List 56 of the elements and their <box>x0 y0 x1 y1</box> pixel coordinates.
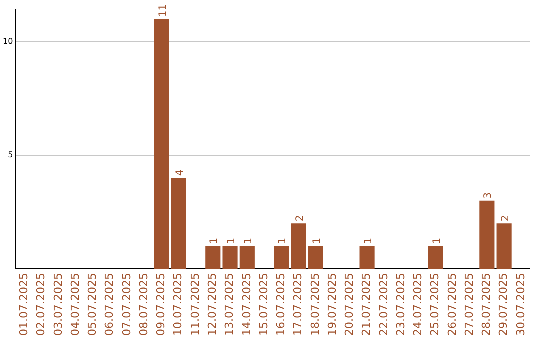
x-tick-label: 11.07.2025 <box>188 273 202 336</box>
x-tick-label: 02.07.2025 <box>34 273 48 336</box>
data-label: 1 <box>209 238 220 244</box>
bar <box>274 246 290 270</box>
x-tick-label: 25.07.2025 <box>428 273 442 336</box>
x-tick-label: 07.07.2025 <box>120 273 134 336</box>
x-tick-label: 30.07.2025 <box>514 273 528 336</box>
data-label: 2 <box>500 215 512 222</box>
bar <box>428 246 444 270</box>
bar <box>240 246 255 270</box>
x-tick-label: 17.07.2025 <box>292 273 305 336</box>
x-tick-label: 16.07.2025 <box>274 273 288 336</box>
bar <box>496 224 512 270</box>
bar <box>171 178 186 270</box>
bar <box>206 246 221 270</box>
data-label: 1 <box>278 238 289 244</box>
x-tick-label: 27.07.2025 <box>462 273 476 336</box>
data-label: 1 <box>363 238 374 244</box>
x-tick-label: 06.07.2025 <box>103 273 116 336</box>
x-tick-label: 18.07.2025 <box>308 273 322 336</box>
data-label: 3 <box>483 192 494 199</box>
x-tick-label: 04.07.2025 <box>68 273 82 336</box>
bar <box>222 246 238 270</box>
x-tick-label: 03.07.2025 <box>52 273 65 336</box>
data-label: 1 <box>243 238 254 244</box>
x-tick-label: 15.07.2025 <box>257 273 270 336</box>
x-tick-label: 28.07.2025 <box>480 273 494 336</box>
x-tick-label: 13.07.2025 <box>223 273 236 336</box>
x-tick-label: 26.07.2025 <box>446 273 459 336</box>
x-tick-label: 20.07.2025 <box>343 273 356 336</box>
x-tick-label: 23.07.2025 <box>394 273 408 336</box>
x-tick-label: 12.07.2025 <box>206 273 220 336</box>
data-label: 2 <box>294 215 306 222</box>
x-tick-label: 29.07.2025 <box>497 273 510 336</box>
x-tick-label: 09.07.2025 <box>154 273 168 336</box>
x-tick-label: 21.07.2025 <box>360 273 374 336</box>
x-tick-label: 10.07.2025 <box>172 273 185 336</box>
x-tick-label: 05.07.2025 <box>86 273 100 336</box>
bar <box>154 19 170 270</box>
x-tick-label: 01.07.2025 <box>18 273 31 336</box>
data-label: 1 <box>226 238 238 244</box>
x-tick-label: 22.07.2025 <box>377 273 390 336</box>
data-label: 4 <box>174 170 186 176</box>
x-tick-label: 14.07.2025 <box>240 273 254 336</box>
bar <box>308 246 324 270</box>
data-label: 1 <box>312 238 323 244</box>
bar <box>360 246 375 270</box>
x-tick-label: 24.07.2025 <box>412 273 425 336</box>
bar <box>480 200 495 270</box>
x-tick-label: 19.07.2025 <box>326 273 339 336</box>
y-tick-label: 5 <box>8 150 14 160</box>
data-label: 11 <box>158 4 169 18</box>
bar <box>291 224 306 270</box>
x-tick-label: 08.07.2025 <box>137 273 150 336</box>
y-tick-label: 10 <box>2 36 14 46</box>
data-label: 1 <box>432 238 443 244</box>
